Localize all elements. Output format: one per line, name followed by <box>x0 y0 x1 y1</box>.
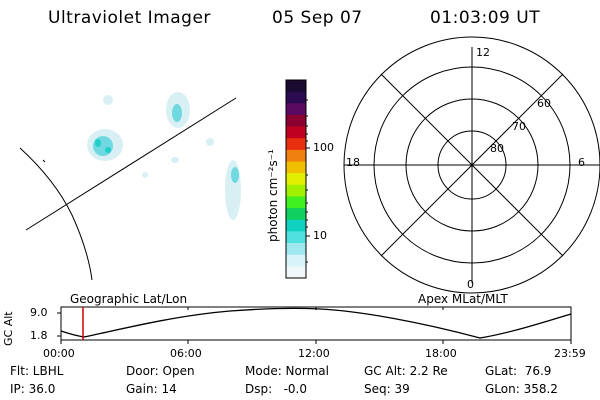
altitude-curve <box>60 307 572 339</box>
lat-label-80: 80 <box>490 142 504 155</box>
colorbar-segment <box>286 91 306 104</box>
dsp-info: Dsp: -0.0 <box>245 382 308 396</box>
colorbar-segment <box>286 173 306 186</box>
lat-label-60: 60 <box>537 97 551 110</box>
mlt-label-18: 18 <box>346 156 360 169</box>
colorbar-segment <box>286 254 306 267</box>
date-label: 05 Sep 07 <box>272 8 363 28</box>
time-tick-1200: 12:00 <box>298 347 330 360</box>
glat-info: GLat: 76.9 <box>485 364 552 378</box>
ip-info: IP: 36.0 <box>10 382 56 396</box>
colorbar-segment <box>286 103 306 116</box>
time-label: 01:03:09 UT <box>430 8 541 28</box>
colorbar-segment <box>286 126 306 139</box>
colorbar-segment <box>286 149 306 163</box>
time-tick-1800: 18:00 <box>425 347 457 360</box>
seq-info: Seq: 39 <box>364 382 410 396</box>
mode-info: Mode: Normal <box>245 364 329 378</box>
altitude-plot <box>57 306 572 344</box>
colorbar-segment <box>286 243 306 256</box>
instrument-title: Ultraviolet Imager <box>48 8 211 28</box>
lat-label-70: 70 <box>512 120 526 133</box>
colorbar-segment <box>286 184 306 197</box>
colorbar-frame <box>285 79 307 279</box>
gain-info: Gain: 14 <box>126 382 177 396</box>
colorbar-tick-10: 10 <box>313 229 327 242</box>
door-info: Door: Open <box>126 364 195 378</box>
colorbar-segment <box>286 161 306 174</box>
colorbar-segment <box>286 219 306 232</box>
colorbar-segment <box>286 266 306 279</box>
polar-plot <box>343 36 600 294</box>
colorbar-label: photon cm⁻²s⁻¹ <box>266 149 280 242</box>
mlt-label-0: 0 <box>467 278 474 291</box>
colorbar-segment <box>286 80 306 93</box>
time-tick-2359: 23:59 <box>554 347 586 360</box>
colorbar-segment <box>286 231 306 244</box>
mlt-label-6: 6 <box>578 156 585 169</box>
colorbar-ticks <box>306 99 310 263</box>
colorbar-tick-100: 100 <box>313 141 334 154</box>
filter-info: Flt: LBHL <box>10 364 64 378</box>
colorbar-segment <box>286 196 306 209</box>
colorbar-segment <box>286 114 306 128</box>
mlt-label-12: 12 <box>476 46 490 59</box>
colorbar-segment <box>286 138 306 151</box>
colorbar-segment <box>286 208 306 221</box>
geographic-image <box>87 92 241 220</box>
geographic-grid-lines <box>19 97 237 281</box>
gc-alt-info: GC Alt: 2.2 Re <box>364 364 448 378</box>
altitude-tick-9: 9.0 <box>30 306 48 319</box>
apex-label: Apex MLat/MLT <box>418 292 508 306</box>
altitude-axis-label: GC Alt <box>2 311 15 346</box>
time-tick-0600: 06:00 <box>170 347 202 360</box>
geographic-label: Geographic Lat/Lon <box>70 292 188 306</box>
colorbar <box>286 80 306 279</box>
time-tick-0000: 00:00 <box>43 347 75 360</box>
altitude-tick-1-8: 1.8 <box>30 329 48 342</box>
glon-info: GLon: 358.2 <box>485 382 558 396</box>
